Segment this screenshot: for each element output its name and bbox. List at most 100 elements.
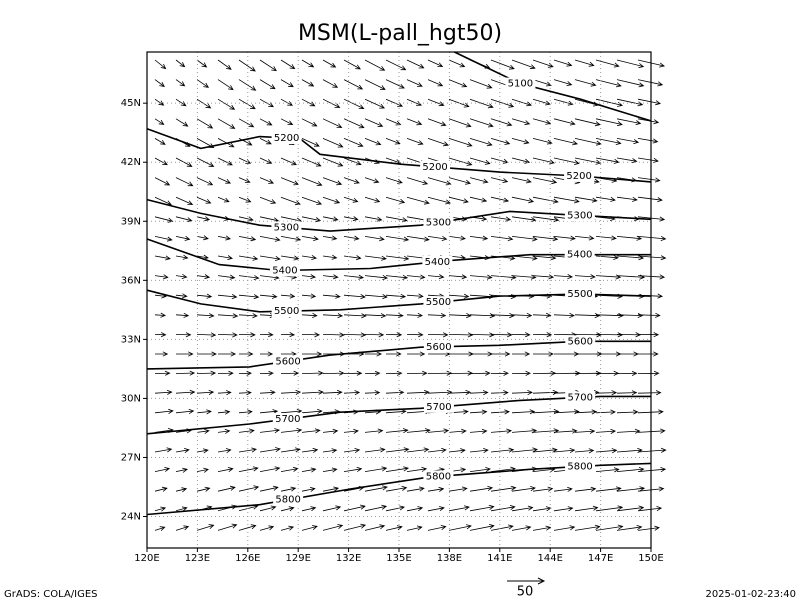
x-tick-label: 132E [336, 553, 361, 564]
wind-arrow [322, 293, 341, 299]
contour-label: 5600 [275, 356, 300, 367]
wind-arrow [175, 467, 188, 473]
wind-arrow [364, 294, 388, 300]
wind-arrow [595, 448, 618, 454]
contour-label: 5400 [272, 265, 297, 276]
wind-arrow [595, 157, 620, 164]
wind-arrow [364, 332, 385, 338]
wind-arrow [343, 196, 359, 203]
wind-arrow [385, 236, 410, 242]
wind-arrow [427, 370, 453, 376]
wind-arrow [490, 177, 509, 183]
wind-arrow [301, 312, 318, 318]
wind-arrow [427, 79, 444, 87]
wind-arrow [427, 525, 447, 531]
wind-arrow [364, 196, 381, 203]
wind-arrow [217, 332, 238, 338]
wind-arrow [301, 235, 319, 241]
wind-arrow [301, 293, 317, 299]
wind-arrow [196, 467, 209, 473]
contour-label-bg [565, 460, 596, 473]
wind-arrow [322, 235, 338, 241]
wind-arrow [532, 196, 559, 204]
wind-arrow [364, 59, 386, 71]
wind-arrow [490, 428, 513, 434]
wind-arrow [238, 294, 260, 300]
wind-arrow [532, 177, 558, 185]
wind-arrow [512, 351, 531, 357]
wind-arrow [217, 235, 231, 241]
wind-arrow [469, 274, 493, 280]
wind-arrow [469, 504, 495, 512]
wind-arrow [322, 448, 338, 454]
wind-arrow [574, 59, 595, 67]
wind-arrow [637, 157, 659, 163]
wind-arrow [637, 332, 660, 338]
wind-arrow [280, 525, 295, 531]
wind-arrow [469, 98, 494, 109]
wind-arrow [154, 216, 174, 223]
wind-arrow [154, 157, 168, 166]
wind-arrow [427, 274, 445, 280]
wind-arrow [322, 313, 344, 319]
y-tick-label: 36N [121, 275, 141, 286]
wind-arrow [448, 177, 471, 185]
wind-arrow [196, 274, 211, 280]
wind-arrow [595, 409, 616, 415]
wind-arrow [343, 370, 363, 376]
wind-arrow [322, 216, 339, 222]
wind-arrow [469, 467, 491, 473]
wind-arrow [343, 157, 362, 166]
wind-arrow [343, 216, 359, 222]
wind-arrow [364, 118, 384, 127]
wind-arrow [553, 235, 576, 241]
contour-label: 5500 [567, 289, 592, 300]
wind-arrow [238, 275, 260, 281]
wind-arrow [490, 524, 514, 531]
wind-arrow [532, 447, 558, 453]
wind-arrow [448, 98, 470, 108]
wind-arrow [490, 98, 515, 108]
wind-arrow [238, 332, 256, 338]
wind-arrow [616, 505, 645, 512]
wind-arrow [553, 486, 573, 492]
x-tick-label: 141E [487, 553, 512, 564]
wind-arrow [259, 293, 278, 299]
wind-arrow [301, 428, 321, 434]
wind-arrow [616, 525, 643, 531]
wind-arrow [364, 177, 380, 184]
wind-arrow [490, 196, 510, 203]
wind-arrow [196, 448, 209, 454]
wind-arrow [259, 177, 275, 184]
wind-arrow [175, 448, 190, 454]
wind-arrow [364, 428, 384, 434]
wind-arrow [322, 254, 338, 260]
wind-arrow [553, 98, 574, 106]
wind-arrow [301, 196, 323, 205]
wind-arrow [511, 98, 532, 107]
wind-arrow [238, 313, 258, 319]
wind-arrow [553, 506, 574, 512]
wind-arrow [154, 79, 165, 88]
wind-arrow [406, 79, 423, 87]
wind-arrow [364, 447, 386, 453]
contour-label-bg [271, 305, 302, 318]
x-tick-label: 126E [235, 553, 260, 564]
wind-arrow [616, 312, 644, 318]
wind-arrow [322, 428, 339, 434]
x-tick-label: 138E [437, 553, 462, 564]
wind-arrow [616, 390, 638, 396]
wind-arrow [490, 313, 515, 319]
wind-arrow [385, 466, 410, 472]
wind-arrow [280, 447, 301, 453]
wind-arrow [406, 98, 422, 106]
wind-arrow [616, 138, 640, 145]
wind-arrow [154, 467, 171, 472]
wind-arrow [616, 486, 646, 492]
wind-arrow [217, 485, 236, 492]
wind-arrow [427, 312, 447, 318]
contour-label: 5700 [275, 414, 300, 425]
wind-arrow [196, 157, 215, 167]
contour-label-bg [271, 221, 302, 234]
wind-arrow [280, 79, 294, 88]
